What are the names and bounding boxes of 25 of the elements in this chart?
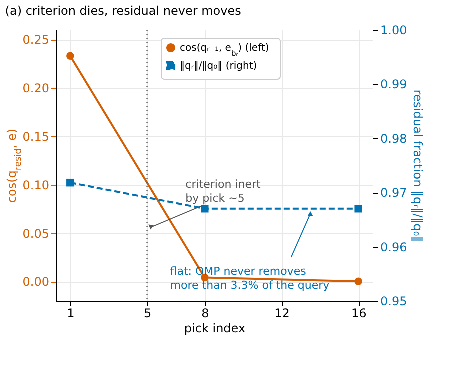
legend-label: cos(qᵣ₋₁, e$_{bᵣ}$) (left) — [180, 43, 270, 58]
y2-tick-label: 0.99 — [380, 78, 408, 92]
y-tick-label: 0.25 — [22, 33, 50, 48]
annotation: criterion inert by pick ~5 — [186, 178, 262, 206]
y-tick-label: 0.00 — [22, 275, 50, 290]
y-tick-label: 0.05 — [22, 226, 50, 241]
y-tick-label: 0.20 — [22, 82, 50, 96]
point — [354, 278, 362, 286]
x-tick-label: 5 — [144, 306, 152, 320]
point — [66, 52, 74, 60]
x-tick-label: 1 — [67, 306, 75, 320]
y-tick-label: 0.15 — [22, 130, 50, 144]
y2-tick-label: 0.95 — [380, 294, 408, 308]
y2-tick-label: 0.98 — [380, 132, 408, 146]
y2-tick-label: 1.00 — [380, 24, 408, 38]
chart-title: (a) criterion dies, residual never moves — [5, 4, 242, 18]
legend-label: ‖qᵣ‖/‖q₀‖ (right) — [180, 61, 258, 72]
x-tick-label: 8 — [202, 306, 210, 320]
y2-axis-title: residual fraction ‖qᵣ‖/‖q₀‖ — [411, 90, 426, 242]
y2-tick-label: 0.97 — [380, 186, 408, 200]
x-tick-label: 16 — [351, 306, 367, 320]
x-tick-label: 12 — [274, 306, 290, 320]
x-axis-title: pick index — [184, 322, 246, 336]
y-tick-label: 0.10 — [22, 178, 50, 192]
y2-tick-label: 0.96 — [380, 240, 408, 254]
